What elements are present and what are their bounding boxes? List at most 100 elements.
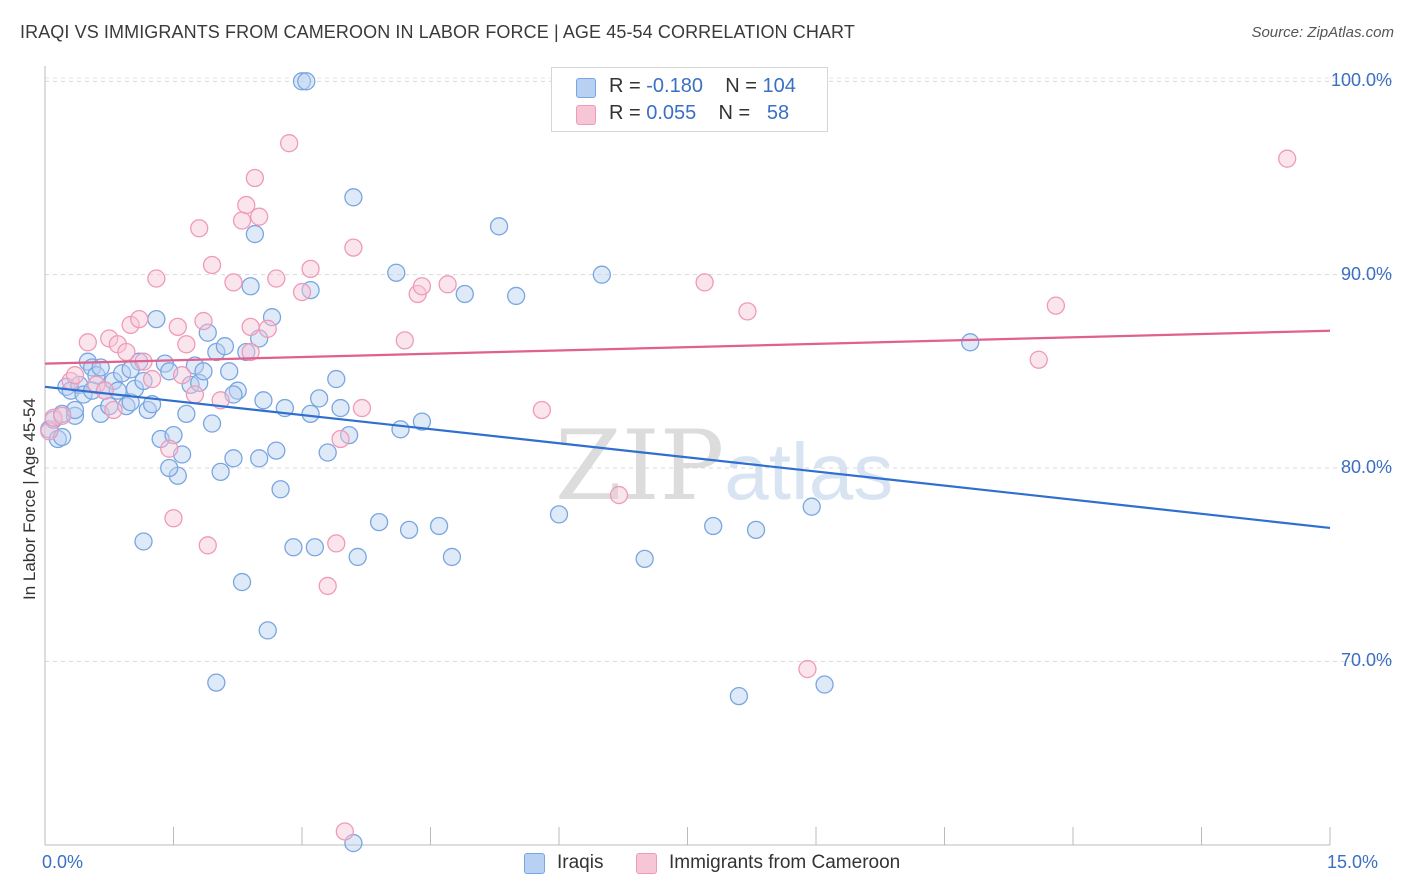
iraqis-point [305,538,325,557]
cameroon-point [292,282,312,302]
cameroon-point [1278,149,1297,168]
iraqis-point [297,72,316,91]
cameroon-point [142,369,162,389]
iraqis-point [704,516,723,536]
cameroon-point [65,366,85,385]
legend-n-value: 104 [762,75,796,97]
iraqis-point [507,286,526,306]
iraqis-point [207,673,226,692]
watermark: ZIPatlas [555,410,893,522]
cameroon-point [267,269,286,288]
cameroon-point [245,168,265,188]
legend-r-label: R = [609,75,641,97]
iraqis-point [802,497,821,516]
iraqis-trend-line [44,385,1331,530]
cameroon-point [168,317,187,337]
cameroon-point [1029,350,1048,369]
chart-title: IRAQI VS IMMIGRANTS FROM CAMEROON IN LAB… [20,22,855,42]
cameroon-point [250,207,269,226]
cameroon-point [798,659,817,679]
cameroon-point [202,255,222,275]
iraqis-point [961,333,980,352]
iraqis-point [301,404,320,424]
iraqis-point [164,425,183,445]
grid-lines [45,77,1392,662]
iraqis-point [254,391,273,410]
iraqis-point [318,443,337,462]
cameroon-point [395,331,414,350]
cameroon-point [412,277,432,296]
cameroon-point [609,485,629,505]
iraqis-point [258,621,277,640]
legend-r-value: 0.055 [646,102,697,124]
legend-n-value: 58 [766,102,790,124]
iraqis-point [220,362,239,381]
iraqis-point [121,393,140,412]
iraqis-point [729,686,749,706]
iraqis-point [147,309,166,329]
cameroon-point [352,398,372,418]
cameroon-point [1046,296,1066,315]
legend-n-label: N = [718,102,751,124]
iraqis-point [327,369,346,389]
cameroon-point [177,335,196,354]
correlation-legend: R = -0.180 N = 104 R = 0.055 N = 58 [551,67,828,132]
cameroon-point [194,311,213,331]
y-axis-label: In Labor Force | Age 45-54 [20,398,39,600]
iraqis-point [489,217,509,236]
cameroon-point [318,576,337,596]
cameroon-point [331,429,350,449]
legend-swatch-blue [576,78,596,98]
cameroon-point [172,366,192,385]
cameroon-point [438,275,457,294]
iraqis-point [592,265,611,284]
x-tick-label-min: 0.0% [42,852,84,872]
bottom-legend-swatch-pink [636,853,657,874]
iraqis-point [391,420,410,439]
cameroon-point [164,509,183,528]
iraqis-point [215,337,235,356]
cameroon-point [78,333,97,352]
cameroon-point [224,273,243,292]
y-tick-label: 90.0% [1340,263,1392,284]
legend-r-value: -0.180 [646,75,703,97]
cameroon-point [241,342,260,362]
iraqis-point [245,224,265,244]
cameroon-point [232,211,252,230]
cameroon-point [695,273,714,292]
cameroon-point [117,342,136,362]
cameroon-point [258,319,277,338]
iraqis-point [284,538,303,557]
iraqis-point [429,516,449,536]
iraqis-point [250,449,269,468]
cameroon-point [52,406,72,425]
iraqis-point [746,520,766,540]
cameroon-point [301,259,320,279]
iraqis-point [112,364,132,383]
iraqis-point [399,520,419,540]
cameroon-trend-line [44,329,1331,365]
iraqis-point [369,512,389,532]
iraqis-point [224,449,243,468]
iraqis-point [635,549,654,569]
iraqis-point [549,505,569,524]
iraqis-point [202,414,222,433]
cameroon-point [104,400,123,420]
iraqis-point [267,441,286,460]
cameroon-point [198,536,217,555]
iraqis-point [190,373,209,393]
iraqis-point [412,412,432,431]
iraqis-point [442,547,462,567]
iraqis-point [194,362,213,381]
cameroon-point [237,195,256,215]
iraqis-point [198,323,217,342]
source-label: Source: ZipAtlas.com [1251,24,1394,41]
iraqis-point [177,404,196,424]
iraqis-point [348,547,367,567]
cameroon-point [185,385,205,404]
cameroon-point [344,238,363,257]
cameroon-point [95,381,115,400]
iraqis-point [262,308,282,327]
iraqis-point [241,277,260,296]
watermark-zip: ZIP [555,410,725,522]
